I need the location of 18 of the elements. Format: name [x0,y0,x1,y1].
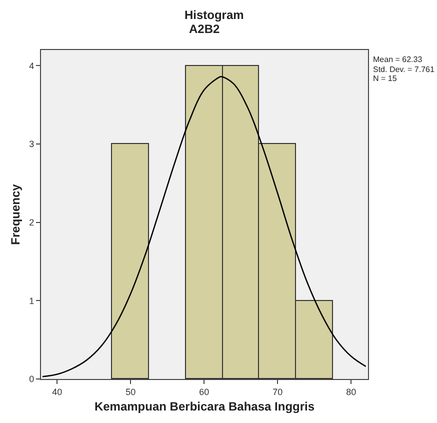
x-tick-label: 80 [346,386,356,397]
y-tick-label: 2 [29,217,34,228]
y-tick-label: 3 [29,139,34,150]
x-tick-label: 70 [272,386,283,397]
y-tick-label: 4 [29,60,34,71]
x-axis-title: Kemampuan Berbicara Bahasa Inggris [94,400,315,414]
x-tick-label: 50 [126,386,136,397]
text: Mean = 62.33 [373,55,423,64]
text: Std. Dev. = 7.761 [373,65,435,74]
y-axis-title: Frequency [8,184,22,245]
text: N = 15 [373,74,398,83]
line-series [42,76,366,378]
x-tick-label: 40 [52,386,62,397]
x-tick-label: 60 [199,386,210,397]
y-tick-label: 0 [29,374,34,384]
chart-title: Histogram [184,8,244,22]
y-tick-label: 1 [29,296,34,306]
chart-subtitle: A2B2 [189,22,220,36]
